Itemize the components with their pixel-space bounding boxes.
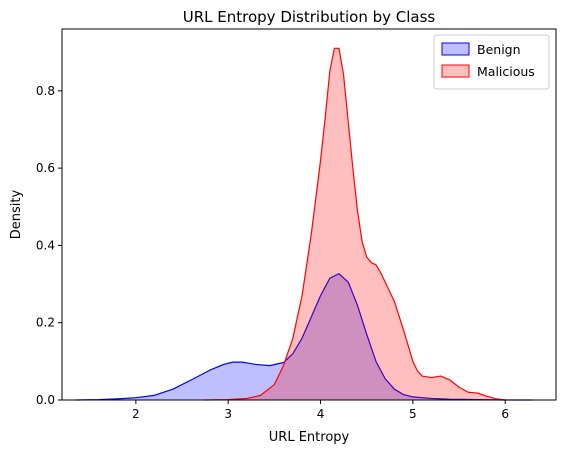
y-axis-ticks: 0.0 0.2 0.4 0.6 0.8 — [36, 84, 62, 407]
benign-density-area — [75, 273, 533, 400]
malicious-density-area — [205, 48, 506, 400]
y-tick-label: 0.0 — [36, 393, 55, 407]
malicious-density-line — [205, 47, 506, 401]
x-tick-label: 4 — [317, 407, 325, 421]
chart-title: URL Entropy Distribution by Class — [183, 8, 436, 26]
benign-density-line — [75, 273, 533, 401]
y-tick-label: 0.8 — [36, 84, 55, 98]
x-tick-label: 2 — [132, 407, 140, 421]
x-tick-label: 3 — [224, 407, 232, 421]
x-tick-label: 5 — [409, 407, 417, 421]
x-axis-ticks: 2 3 4 5 6 — [132, 400, 509, 421]
legend-label-malicious: Malicious — [477, 64, 535, 79]
y-tick-label: 0.4 — [36, 238, 55, 252]
legend-box — [433, 34, 550, 90]
legend: Benign Malicious — [433, 34, 550, 90]
y-axis-label: Density — [9, 189, 24, 239]
x-tick-label: 6 — [501, 407, 509, 421]
plot-frame — [61, 28, 557, 401]
legend-swatch-malicious — [441, 64, 470, 78]
plot-area — [75, 47, 533, 401]
legend-swatch-benign — [441, 42, 470, 56]
legend-label-benign: Benign — [477, 42, 521, 57]
x-axis-label: URL Entropy — [269, 430, 350, 445]
y-tick-label: 0.6 — [36, 161, 55, 175]
y-tick-label: 0.2 — [36, 316, 55, 330]
